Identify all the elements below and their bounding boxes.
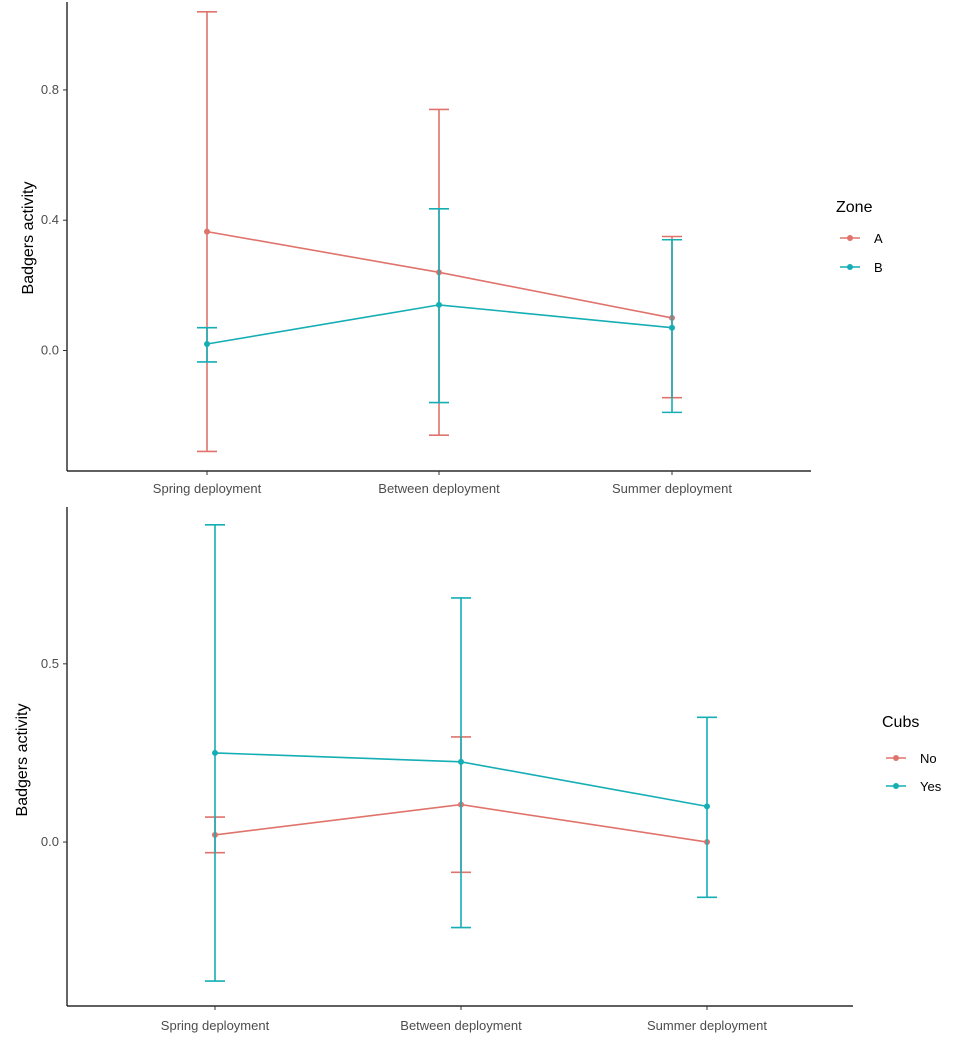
y-tick-label: 0.0: [41, 342, 59, 357]
legend-title: Cubs: [882, 714, 919, 731]
legend-label: No: [920, 751, 937, 766]
plot-area-zone: [197, 10, 682, 453]
legend-item-a: A: [840, 231, 883, 246]
y-tick-label: 0.8: [41, 82, 59, 97]
data-point: [204, 340, 210, 347]
legend-label: Yes: [920, 779, 942, 794]
legend-key-point: [847, 235, 853, 241]
x-tick-label: Between deployment: [378, 481, 500, 496]
legend-title: Zone: [836, 199, 873, 216]
legend-key-point: [893, 755, 899, 761]
legend-item-yes: Yes: [886, 779, 942, 794]
series-a: [197, 10, 682, 453]
data-point: [204, 228, 210, 235]
series-no: [205, 736, 710, 874]
x-tick-labels: Spring deployment Between deployment Sum…: [153, 481, 733, 496]
legend-label: A: [874, 231, 883, 246]
data-point: [458, 758, 464, 765]
x-tick-label: Spring deployment: [161, 1018, 270, 1033]
series-yes: [205, 524, 717, 982]
y-tick-label: 0.4: [41, 212, 59, 227]
y-tick-label: 0.0: [41, 834, 59, 849]
legend: AB: [840, 231, 883, 275]
legend-key-point: [847, 264, 853, 270]
legend-item-b: B: [840, 260, 883, 275]
x-tick-label: Summer deployment: [647, 1018, 767, 1033]
data-point: [436, 301, 442, 308]
panel-zone: Badgers activity Spring deployment Betwe…: [20, 2, 883, 496]
data-point: [704, 803, 710, 810]
x-tick-label: Spring deployment: [153, 481, 262, 496]
legend-item-no: No: [886, 751, 937, 766]
x-tick-label: Between deployment: [400, 1018, 522, 1033]
legend-key-point: [893, 783, 899, 789]
y-axis-title: Badgers activity: [14, 704, 31, 817]
series-b: [197, 208, 682, 414]
data-point: [669, 324, 675, 331]
x-tick-label: Summer deployment: [612, 481, 732, 496]
y-tick-label: 0.5: [41, 656, 59, 671]
legend-label: B: [874, 260, 883, 275]
y-tick-labels: 0.0 0.5: [41, 656, 708, 1010]
y-tick-labels: 0.0 0.4 0.8: [41, 82, 673, 475]
plot-area-cubs: [205, 524, 717, 982]
data-point: [212, 749, 218, 756]
x-tick-labels: Spring deployment Between deployment Sum…: [161, 1018, 768, 1033]
panel-cubs: Badgers activity Spring deployment Betwe…: [14, 507, 942, 1033]
legend: No Yes: [886, 751, 942, 794]
y-axis-title: Badgers activity: [20, 182, 37, 295]
